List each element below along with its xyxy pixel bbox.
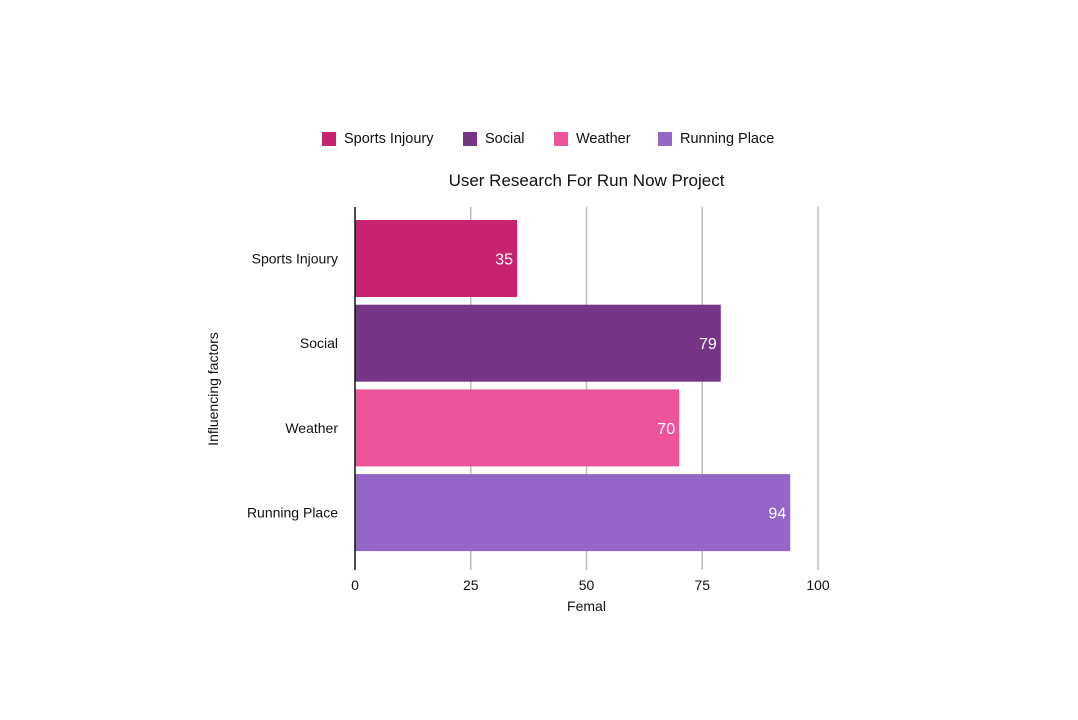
legend-swatch-social (463, 132, 477, 146)
legend-item-social[interactable]: Social (463, 129, 525, 149)
bar-0 (355, 220, 518, 297)
x-tick-label-0: 0 (351, 577, 359, 593)
chart-title: User Research For Run Now Project (448, 171, 725, 190)
legend-swatch-sports-injoury (322, 132, 336, 146)
category-label-0: Sports Injoury (252, 251, 338, 267)
data-label-2: 70 (657, 421, 675, 438)
legend-label: Sports Injoury (344, 131, 434, 147)
x-tick-label-75: 75 (694, 577, 710, 593)
bar-2 (355, 389, 680, 467)
legend-swatch-running-place (658, 132, 672, 146)
x-tick-label-50: 50 (579, 577, 595, 593)
legend-label: Weather (576, 131, 631, 147)
data-label-1: 79 (699, 336, 717, 353)
category-label-2: Weather (285, 420, 338, 436)
x-tick-label-100: 100 (806, 577, 830, 593)
bar-1 (355, 304, 721, 382)
legend-item-running-place[interactable]: Running Place (658, 129, 774, 149)
category-label-1: Social (300, 335, 338, 351)
legend-swatch-weather (554, 132, 568, 146)
category-label-3: Running Place (247, 505, 338, 521)
legend-label: Running Place (680, 131, 775, 147)
data-label-0: 35 (495, 252, 513, 269)
legend-item-sports-injoury[interactable]: Sports Injoury (322, 129, 433, 149)
x-tick-label-25: 25 (463, 577, 479, 593)
data-label-3: 94 (768, 506, 786, 523)
legend-item-weather[interactable]: Weather (554, 129, 631, 149)
legend: Sports Injoury Social Weather Running Pl… (0, 129, 1078, 151)
bar-3 (355, 474, 791, 552)
legend-label: Social (485, 131, 525, 147)
x-axis-title: Femal (567, 598, 606, 614)
